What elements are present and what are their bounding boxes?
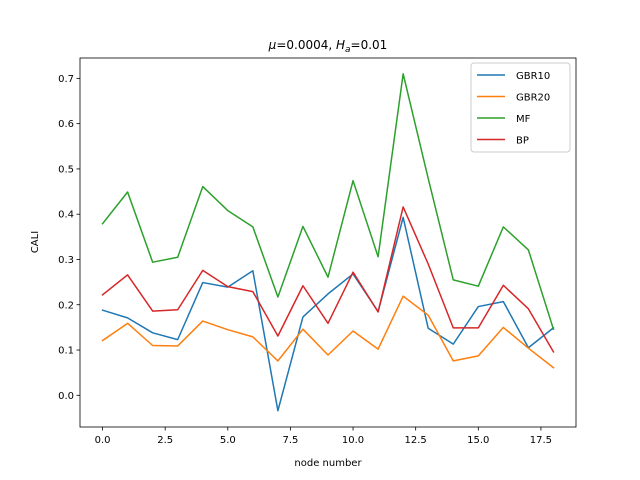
- y-tick-label: 0.0: [58, 391, 74, 402]
- x-tick-label: 15.0: [467, 435, 489, 446]
- plot-frame: [79, 57, 577, 428]
- x-tick-label: 10.0: [342, 435, 364, 446]
- y-tick-label: 0.6: [58, 119, 74, 130]
- y-tick-label: 0.7: [58, 74, 74, 85]
- x-tick-label: 5.0: [220, 435, 236, 446]
- x-tick-label: 0.0: [95, 435, 111, 446]
- y-tick-label: 0.4: [58, 210, 74, 221]
- legend-label-mf: MF: [516, 114, 531, 125]
- legend: GBR10 GBR20 MF BP: [470, 62, 571, 153]
- x-axis-label: node number: [294, 458, 362, 469]
- y-tick-label: 0.1: [58, 346, 74, 357]
- x-axis-ticks: 0.0 2.5 5.0 7.5 10.0 12.5 15.0 17.5: [95, 427, 552, 446]
- series-line-gbr20: [101, 295, 555, 369]
- legend-label-gbr10: GBR10: [516, 71, 550, 82]
- x-tick-label: 7.5: [282, 435, 298, 446]
- legend-box: [470, 62, 571, 153]
- y-tick-label: 0.3: [58, 255, 74, 266]
- series-line-gbr10: [101, 216, 555, 412]
- x-tick-label: 2.5: [157, 435, 173, 446]
- series-line-mf: [101, 73, 555, 331]
- legend-label-gbr20: GBR20: [516, 93, 550, 104]
- y-axis-label: CALI: [30, 231, 41, 253]
- legend-label-bp: BP: [516, 136, 529, 147]
- x-tick-label: 12.5: [405, 435, 427, 446]
- x-tick-label: 17.5: [530, 435, 552, 446]
- chart-title: μ=0.0004, Ha=0.01: [268, 38, 388, 55]
- series-line-bp: [101, 206, 555, 353]
- y-tick-label: 0.2: [58, 300, 74, 311]
- y-tick-label: 0.5: [58, 164, 74, 175]
- series-lines: [101, 73, 555, 412]
- y-axis-ticks: 0.0 0.1 0.2 0.3 0.4 0.5 0.6 0.7: [58, 74, 80, 402]
